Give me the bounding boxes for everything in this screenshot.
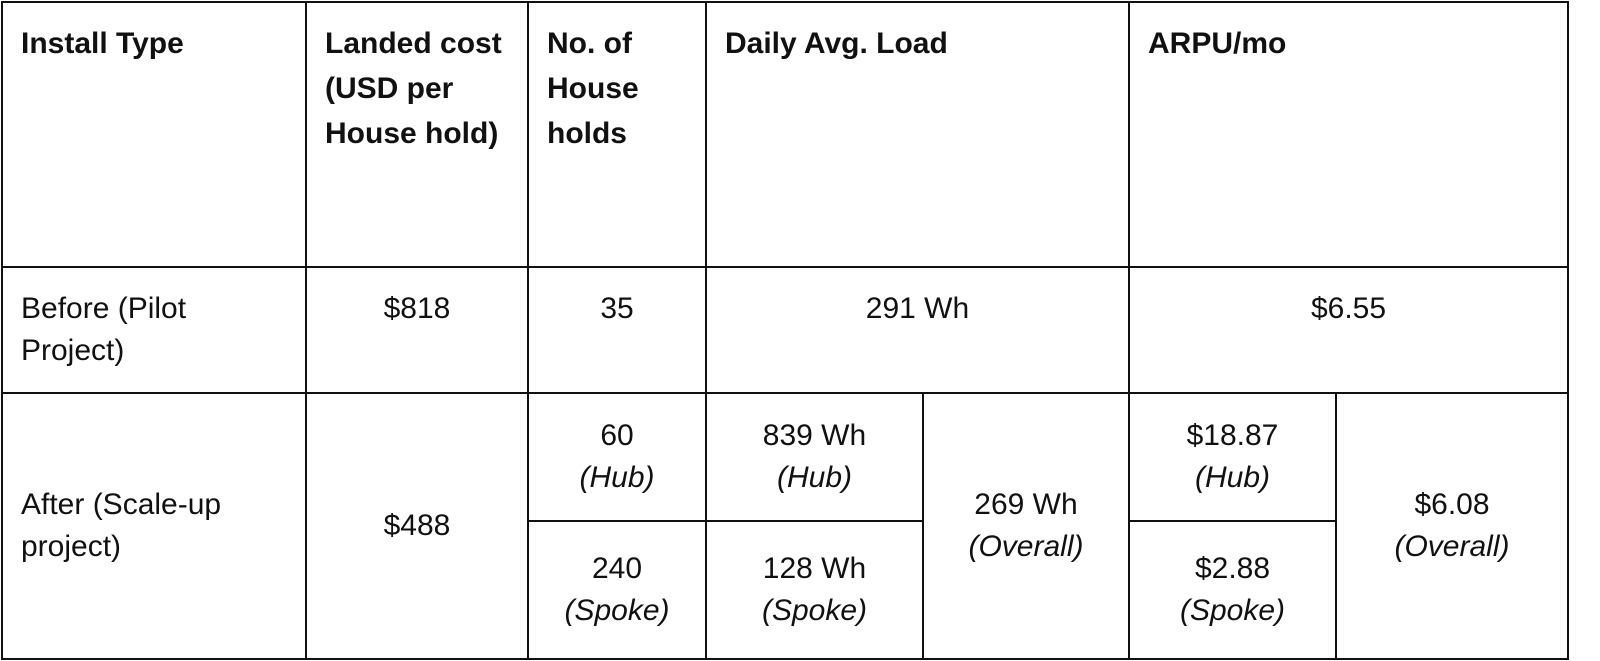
overall-label: (Overall) [1394,530,1510,563]
table-row-before: Before (Pilot Project) $818 35 291 Wh $6… [1,266,1569,394]
value: 269 Wh [974,488,1078,521]
after-households-spoke: 240 (Spoke) [527,520,707,660]
after-households-hub: 60 (Hub) [527,392,707,522]
header-install-type: Install Type [1,1,307,268]
hub-label: (Hub) [776,461,852,494]
value: $6.08 [1414,488,1490,521]
header-landed-cost: Landed cost (USD per House hold) [305,1,529,268]
before-landed-cost: $818 [305,266,529,394]
table-row-after-hub: After (Scale-up project) $488 60 (Hub) 8… [1,392,1569,660]
after-daily-load-overall: 269 Wh (Overall) [922,392,1130,660]
after-arpu-overall: $6.08 (Overall) [1335,392,1569,660]
after-daily-load-hub: 839 Wh (Hub) [705,392,924,522]
spoke-label: (Spoke) [564,594,670,627]
header-daily-load: Daily Avg. Load [705,1,1130,268]
header-households: No. of House holds [527,1,707,268]
value: 839 Wh [762,419,867,452]
after-daily-load-spoke: 128 Wh (Spoke) [705,520,924,660]
value: 128 Wh [762,552,867,585]
value: 240 [591,552,643,585]
hub-label: (Hub) [579,461,655,494]
header-arpu: ARPU/mo [1128,1,1569,268]
before-households: 35 [527,266,707,394]
after-landed-cost: $488 [305,392,529,660]
before-daily-load: 291 Wh [705,266,1130,394]
after-arpu-spoke: $2.88 (Spoke) [1128,520,1337,660]
before-arpu: $6.55 [1128,266,1569,394]
comparison-table: Install Type Landed cost (USD per House … [1,1,1569,660]
hub-label: (Hub) [1194,461,1270,494]
overall-label: (Overall) [968,530,1084,563]
after-arpu-hub: $18.87 (Hub) [1128,392,1337,522]
spoke-label: (Spoke) [761,594,868,627]
spoke-label: (Spoke) [1179,594,1286,627]
value: 60 [600,419,634,452]
value: $2.88 [1194,552,1271,585]
table-row-after-spoke: 240 (Spoke) 128 Wh (Spoke) $2.88 (Spoke) [2,520,1568,660]
value: $18.87 [1186,419,1279,452]
before-install-type: Before (Pilot Project) [1,266,307,394]
after-install-type: After (Scale-up project) [1,392,307,660]
header-row: Install Type Landed cost (USD per House … [1,1,1569,268]
